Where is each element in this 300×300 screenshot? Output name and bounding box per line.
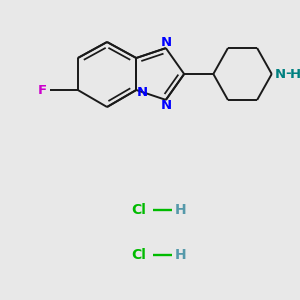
Text: N: N (160, 99, 171, 112)
Text: H: H (175, 248, 187, 262)
Text: -: - (286, 68, 291, 80)
Text: N: N (160, 36, 171, 49)
Text: N: N (275, 68, 286, 80)
Text: Cl: Cl (132, 203, 147, 217)
Text: H: H (290, 68, 300, 80)
Text: Cl: Cl (132, 248, 147, 262)
Text: F: F (38, 83, 47, 97)
Text: H: H (175, 203, 187, 217)
Text: N: N (136, 85, 148, 98)
